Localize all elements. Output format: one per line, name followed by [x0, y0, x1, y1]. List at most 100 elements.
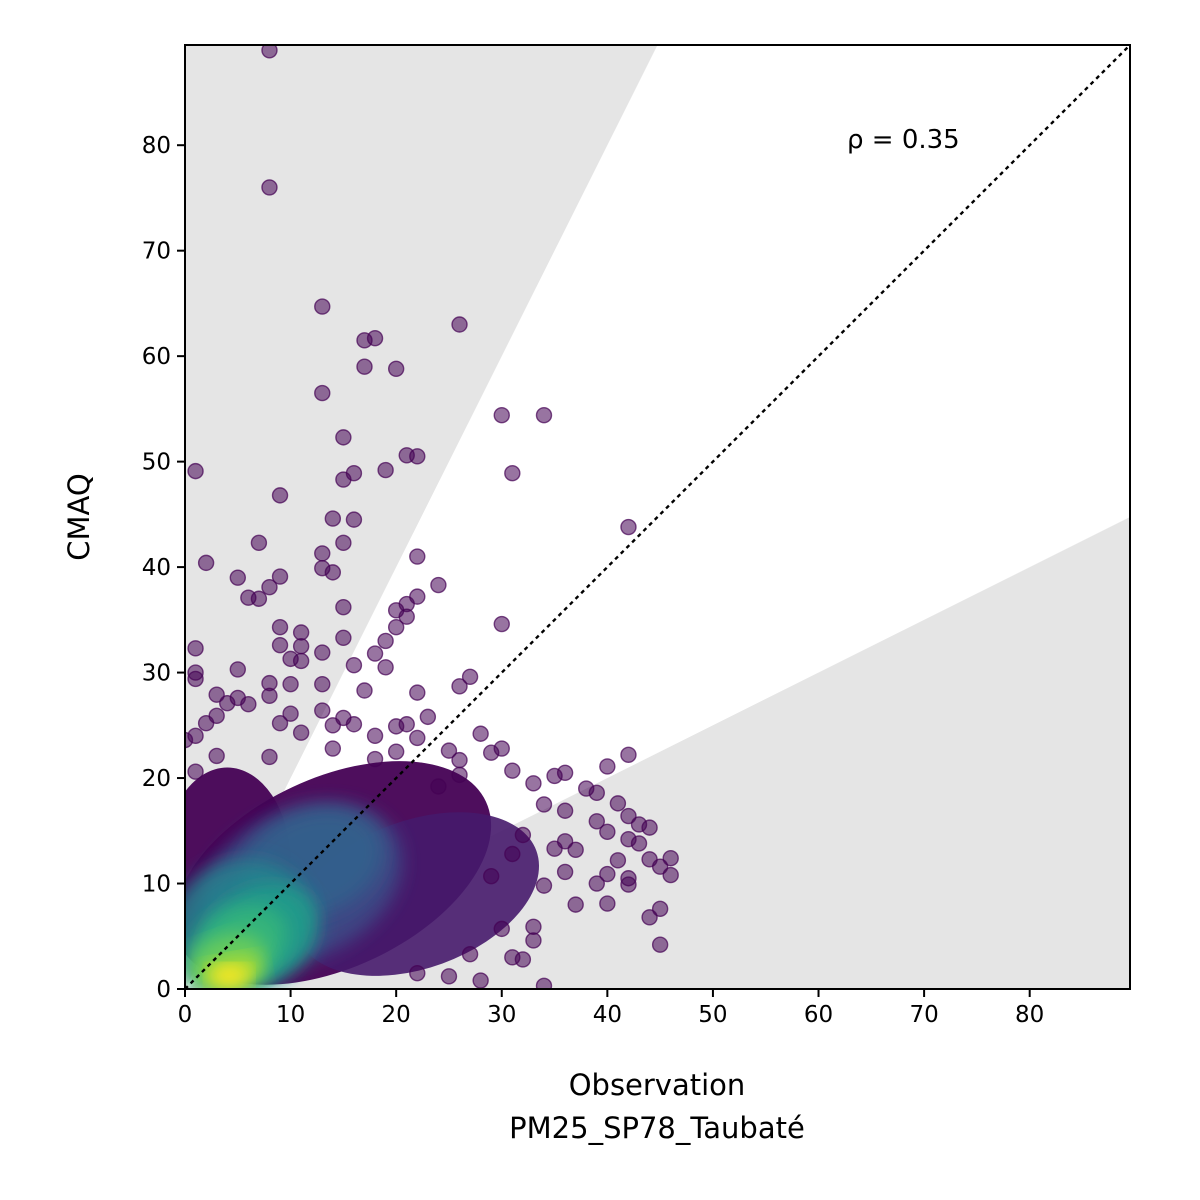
- scatter-point: [620, 876, 637, 893]
- y-tick-label: 80: [142, 133, 171, 159]
- scatter-point: [261, 45, 278, 59]
- x-axis-ticks: 0 10 20 30 40 50 60 70 80: [178, 989, 1044, 1028]
- scatter-point: [366, 645, 384, 662]
- scatter-point: [345, 716, 363, 733]
- scatter-point: [409, 548, 426, 565]
- x-axis-sublabel: PM25_SP78_Taubaté: [509, 1111, 805, 1145]
- scatter-point: [535, 407, 553, 424]
- x-tick-label: 70: [909, 1002, 938, 1028]
- scatter-point: [229, 569, 246, 586]
- scatter-point: [356, 682, 373, 699]
- scatter-point: [493, 740, 510, 757]
- scatter-point: [197, 554, 215, 572]
- scatter-point: [187, 763, 204, 780]
- scatter-point: [324, 510, 342, 527]
- scatter-point: [504, 949, 521, 966]
- scatter-point: [271, 715, 289, 732]
- scatter-point: [588, 875, 605, 892]
- scatter-point: [271, 636, 289, 654]
- y-tick-label: 10: [142, 872, 171, 898]
- scatter-point: [187, 670, 204, 688]
- y-tick-label: 60: [142, 344, 171, 370]
- plot-frame: [184, 44, 1131, 990]
- scatter-point: [493, 615, 510, 633]
- scatter-point: [525, 775, 542, 792]
- scatter-point: [641, 909, 658, 926]
- x-tick-label: 40: [593, 1002, 622, 1028]
- scatter-point: [292, 724, 310, 741]
- y-axis-ticks: 0 10 20 30 40 50 60 70 80: [142, 133, 185, 1003]
- scatter-point: [472, 725, 489, 742]
- scatter-point: [335, 429, 352, 446]
- y-tick-label: 20: [142, 766, 171, 792]
- scatter-point: [651, 900, 669, 918]
- scatter-point: [430, 576, 447, 594]
- scatter-point: [504, 762, 521, 779]
- scatter-point: [387, 619, 405, 636]
- x-tick-label: 80: [1015, 1002, 1044, 1028]
- scatter-point: [185, 731, 194, 749]
- scatter-point: [451, 766, 468, 784]
- scatter-point: [314, 298, 331, 315]
- scatter-point: [345, 656, 363, 674]
- scatter-point: [493, 407, 510, 424]
- x-axis-label: Observation: [569, 1068, 746, 1102]
- y-tick-label: 70: [142, 239, 171, 265]
- scatter-point: [620, 518, 637, 536]
- scatter-point: [366, 330, 384, 347]
- scatter-point: [588, 813, 605, 830]
- scatter-point: [556, 863, 574, 881]
- scatter-point: [398, 608, 415, 625]
- scatter-point: [599, 823, 616, 841]
- scatter-point: [261, 748, 278, 766]
- scatter-point: [567, 896, 584, 913]
- scatter-point: [261, 179, 278, 196]
- scatter-point: [229, 661, 246, 678]
- scatter-point: [409, 448, 426, 465]
- scatter-point: [324, 740, 342, 757]
- scatter-point: [662, 850, 679, 867]
- scatter-point: [271, 619, 289, 636]
- scatter-point: [292, 652, 310, 670]
- scatter-point: [504, 845, 521, 863]
- scatter-point: [261, 578, 278, 596]
- scatter-point: [335, 629, 352, 646]
- scatter-point: [240, 696, 257, 713]
- scatter-point: [377, 659, 394, 676]
- y-tick-label: 50: [142, 450, 171, 476]
- scatter-point: [535, 977, 553, 989]
- scatter-point: [599, 895, 616, 912]
- scatter-point: [187, 640, 204, 657]
- scatter-point: [387, 360, 405, 378]
- scatter-point: [208, 686, 225, 703]
- scatter-point: [271, 568, 289, 585]
- x-tick-label: 50: [698, 1002, 727, 1028]
- scatter-point: [430, 778, 447, 795]
- scatter-point: [345, 511, 363, 528]
- scatter-point: [219, 694, 236, 712]
- scatter-point: [335, 598, 352, 616]
- scatter-point: [461, 945, 479, 963]
- density-cloud: [185, 761, 540, 989]
- y-tick-label: 30: [142, 661, 171, 687]
- scatter-point: [197, 715, 215, 732]
- scatter-point: [292, 638, 310, 655]
- scatter-point: [387, 718, 405, 735]
- y-tick-label: 0: [156, 977, 171, 1003]
- scatter-point: [314, 644, 331, 661]
- y-tick-label: 40: [142, 555, 171, 581]
- scatter-point: [535, 796, 553, 813]
- scatter-point: [556, 833, 574, 850]
- scatter-point: [556, 802, 574, 819]
- scatter-point: [556, 764, 574, 781]
- scatter-point: [366, 727, 384, 745]
- x-tick-label: 60: [804, 1002, 833, 1028]
- scatter-point: [335, 534, 352, 552]
- scatter-points: [185, 45, 679, 989]
- scatter-point: [250, 534, 268, 552]
- scatter-point: [409, 964, 426, 982]
- scatter-point: [282, 675, 299, 693]
- scatter-point: [440, 742, 458, 759]
- scatter-point: [483, 867, 500, 885]
